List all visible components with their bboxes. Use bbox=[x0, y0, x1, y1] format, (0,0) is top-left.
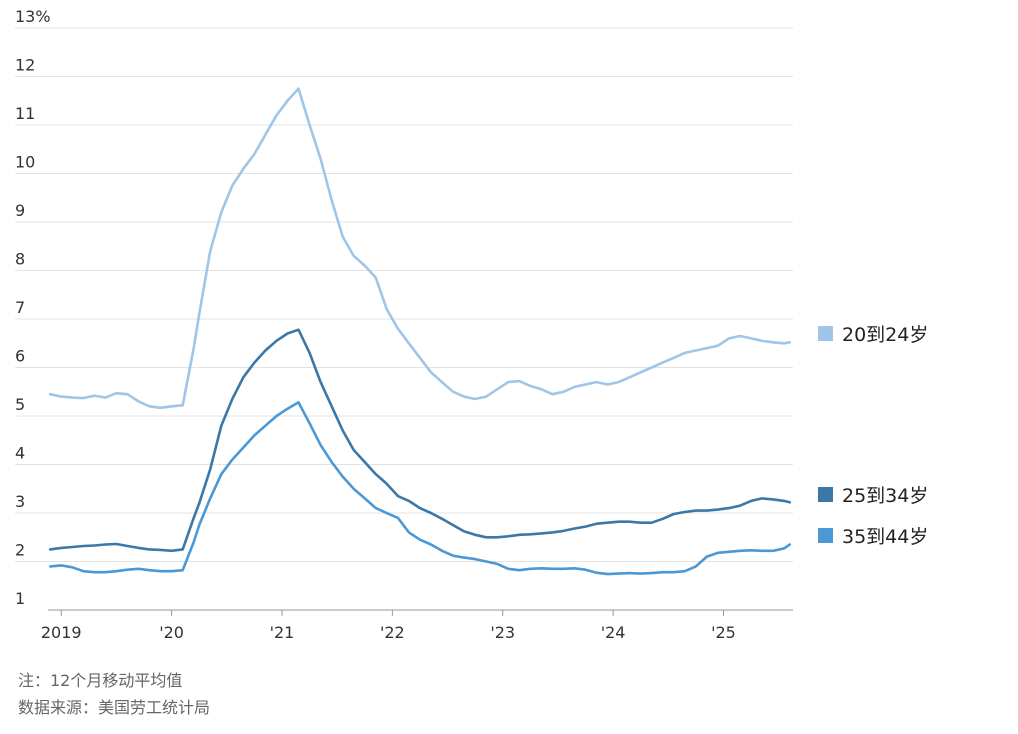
x-tick-label-0: 2019 bbox=[41, 623, 82, 642]
y-tick-label-5: 5 bbox=[15, 395, 25, 414]
series-line-1 bbox=[48, 328, 791, 553]
legend-swatch-0 bbox=[818, 326, 833, 341]
note-text: 注：12个月移动平均值 bbox=[18, 671, 183, 690]
y-tick-label-10: 10 bbox=[15, 153, 35, 172]
y-tick-label-7: 7 bbox=[15, 298, 25, 317]
y-tick-label-2: 2 bbox=[15, 541, 25, 560]
y-axis-ticks: 13% 12 11 10 9 8 7 6 5 4 3 2 1 bbox=[15, 7, 51, 608]
series-line-2 bbox=[48, 401, 791, 576]
y-tick-label-11: 11 bbox=[15, 104, 35, 123]
x-tick-label-1: '20 bbox=[159, 623, 184, 642]
line-chart: 13% 12 11 10 9 8 7 6 5 4 3 2 1 2019 '20 '21 '22 '23 '24 '2… bbox=[15, 7, 928, 642]
x-tick-label-3: '22 bbox=[380, 623, 405, 642]
y-tick-label-1: 1 bbox=[15, 589, 25, 608]
legend-label-1: 25到34岁 bbox=[842, 485, 928, 507]
legend-swatch-2 bbox=[818, 528, 833, 543]
x-axis: 2019 '20 '21 '22 '23 '24 '25 bbox=[41, 609, 793, 642]
legend-label-2: 35到44岁 bbox=[842, 526, 928, 548]
y-tick-label-12: 12 bbox=[15, 56, 35, 75]
y-tick-label-6: 6 bbox=[15, 347, 25, 366]
x-tick-label-4: '23 bbox=[490, 623, 515, 642]
legend: 20到24岁 25到34岁 35到44岁 bbox=[818, 324, 928, 548]
source-text: 数据来源：美国劳工统计局 bbox=[18, 698, 211, 717]
y-tick-label-8: 8 bbox=[15, 250, 25, 269]
legend-swatch-1 bbox=[818, 487, 833, 502]
gridlines bbox=[15, 27, 793, 562]
x-tick-label-2: '21 bbox=[270, 623, 295, 642]
x-tick-label-6: '25 bbox=[711, 623, 736, 642]
series-lines bbox=[48, 87, 791, 576]
y-tick-label-9: 9 bbox=[15, 201, 25, 220]
y-tick-label-4: 4 bbox=[15, 444, 25, 463]
y-tick-label-3: 3 bbox=[15, 492, 25, 511]
x-tick-label-5: '24 bbox=[601, 623, 626, 642]
series-line-0 bbox=[48, 87, 791, 410]
y-tick-label-13: 13% bbox=[15, 7, 51, 26]
legend-label-0: 20到24岁 bbox=[842, 324, 928, 346]
